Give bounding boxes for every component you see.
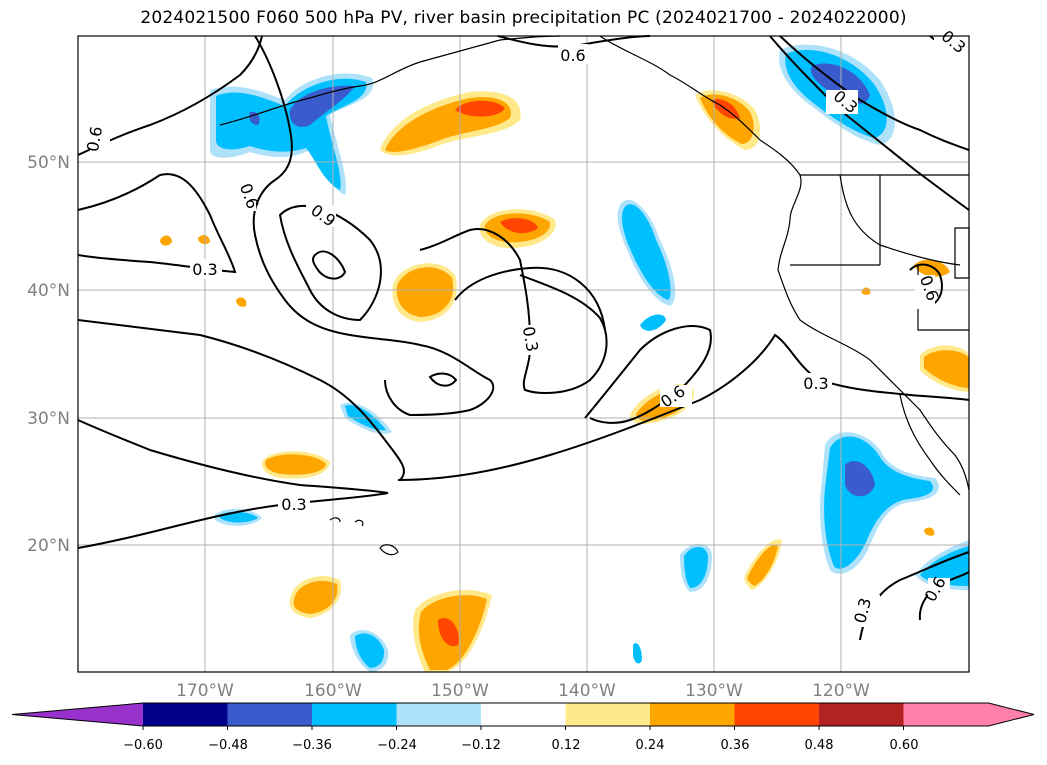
anomaly-negative bbox=[640, 314, 666, 331]
colorbar-tick-label: 0.48 bbox=[805, 738, 834, 753]
gridlines bbox=[78, 36, 969, 672]
anomaly-negative bbox=[621, 204, 671, 300]
lon-label: 150°W bbox=[431, 681, 489, 701]
contour-label: 0.3 bbox=[519, 325, 542, 353]
lon-label: 140°W bbox=[558, 681, 616, 701]
anomaly-positive bbox=[198, 235, 210, 245]
anomaly-negative bbox=[633, 643, 642, 664]
anomaly-positive bbox=[396, 267, 454, 317]
lat-label: 20°N bbox=[27, 536, 70, 556]
longitude-labels: 170°W 160°W 150°W 140°W 130°W 120°W bbox=[176, 681, 870, 701]
colorbar-segment bbox=[565, 703, 651, 726]
lat-label: 30°N bbox=[27, 409, 70, 429]
colorbar-segment bbox=[396, 703, 482, 726]
colorbar-labels: −0.60 −0.48 −0.36 −0.24 −0.12 0.12 0.24 … bbox=[123, 738, 918, 753]
anomaly-negative bbox=[684, 547, 708, 588]
anomaly-positive bbox=[438, 618, 459, 647]
anomaly-positive bbox=[924, 527, 935, 536]
anomaly-positive bbox=[924, 350, 969, 388]
anomaly-positive bbox=[236, 297, 247, 307]
colorbar-tick-label: −0.24 bbox=[377, 738, 417, 753]
lon-label: 120°W bbox=[812, 681, 870, 701]
colorbar-segment bbox=[227, 703, 313, 726]
contour-label: 0.6 bbox=[560, 46, 585, 65]
anomaly-positive bbox=[747, 544, 778, 586]
colorbar-segment bbox=[734, 703, 820, 726]
map-title: 2024021500 F060 500 hPa PV, river basin … bbox=[140, 8, 907, 28]
anomaly-negative bbox=[249, 111, 260, 125]
latitude-labels: 50°N 40°N 30°N 20°N bbox=[27, 153, 70, 556]
colorbar-extend-high bbox=[988, 703, 1034, 726]
colorbar-segment bbox=[650, 703, 735, 726]
anomaly-negative bbox=[289, 85, 355, 127]
contour-label: 0.6 bbox=[83, 125, 106, 153]
anomaly-positive bbox=[700, 94, 754, 144]
colorbar-tick-label: −0.12 bbox=[461, 738, 501, 753]
colorbar-segment bbox=[143, 703, 228, 726]
anomaly-negative bbox=[355, 633, 385, 668]
colorbar-tick-label: 0.24 bbox=[636, 738, 665, 753]
anomaly-positive bbox=[293, 580, 338, 614]
contour-label: 0.3 bbox=[192, 260, 217, 279]
colorbar-tick-label: 0.60 bbox=[890, 738, 919, 753]
anomaly-negative bbox=[845, 461, 875, 497]
lat-label: 40°N bbox=[27, 281, 70, 301]
contour-label: 0.3 bbox=[803, 374, 828, 393]
colorbar bbox=[11, 702, 1035, 730]
shaded-anomalies bbox=[160, 44, 969, 672]
colorbar-tick-label: −0.48 bbox=[208, 738, 248, 753]
lon-label: 160°W bbox=[304, 681, 362, 701]
lat-label: 50°N bbox=[27, 153, 70, 173]
colorbar-segment bbox=[819, 703, 904, 726]
colorbar-tick-label: −0.36 bbox=[292, 738, 332, 753]
colorbar-segment bbox=[312, 703, 397, 726]
colorbar-tick-label: 0.36 bbox=[721, 738, 750, 753]
contour-label: 0.3 bbox=[281, 495, 306, 514]
lon-label: 170°W bbox=[176, 681, 234, 701]
lon-label: 130°W bbox=[685, 681, 743, 701]
anomaly-positive bbox=[861, 287, 871, 295]
colorbar-tick-label: −0.60 bbox=[123, 738, 163, 753]
anomaly-positive bbox=[160, 235, 172, 246]
colorbar-segment bbox=[481, 703, 566, 726]
anomaly-positive bbox=[265, 454, 326, 475]
colorbar-extend-low bbox=[12, 703, 143, 726]
colorbar-tick-label: 0.12 bbox=[552, 738, 581, 753]
colorbar-segment bbox=[903, 703, 989, 726]
anomaly-positive bbox=[455, 100, 505, 117]
anomaly-positive bbox=[500, 218, 538, 234]
map-frame bbox=[77, 35, 970, 673]
